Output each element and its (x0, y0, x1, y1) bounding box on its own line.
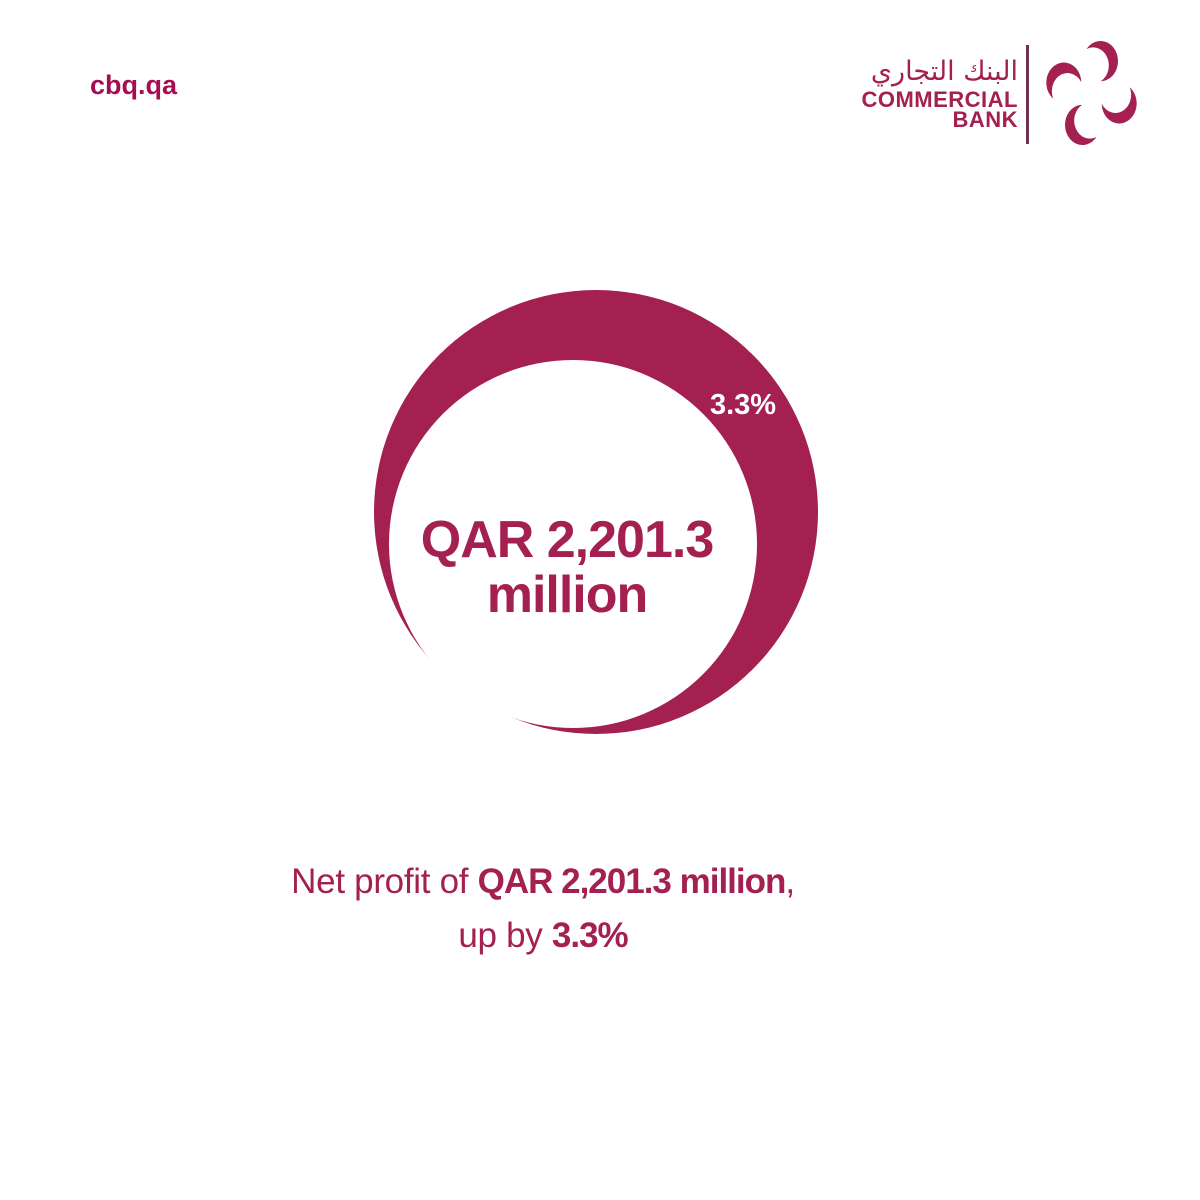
caption-line2-regular: up by (458, 916, 552, 955)
logo-text-block: البنك التجاري COMMERCIAL BANK (861, 56, 1018, 132)
caption-line2-bold: 3.3% (551, 916, 629, 955)
caption-line1-suffix: , (785, 862, 795, 901)
caption: Net profit of QAR 2,201.3 million, up by… (143, 855, 943, 963)
logo-english-name-line1: COMMERCIAL (861, 87, 1018, 112)
logo-arabic-name: البنك التجاري (870, 56, 1018, 87)
website-url: cbq.qa (90, 70, 178, 100)
crescent-inner-circle (389, 360, 757, 728)
caption-line1-bold: QAR 2,201.3 million (477, 862, 787, 901)
caption-line1-regular: Net profit of (291, 862, 478, 901)
net-profit-amount: QAR 2,201.3 (420, 511, 715, 569)
net-profit-unit: million (486, 566, 649, 624)
caption-line-1: Net profit of QAR 2,201.3 million, (143, 855, 943, 909)
growth-percent-label: 3.3% (710, 389, 776, 421)
logo-english-name-line2: BANK (952, 107, 1018, 132)
caption-line-2: up by 3.3% (143, 909, 943, 963)
net-profit-center-label: QAR 2,201.3 million (317, 513, 817, 623)
logo-divider (1026, 45, 1029, 144)
